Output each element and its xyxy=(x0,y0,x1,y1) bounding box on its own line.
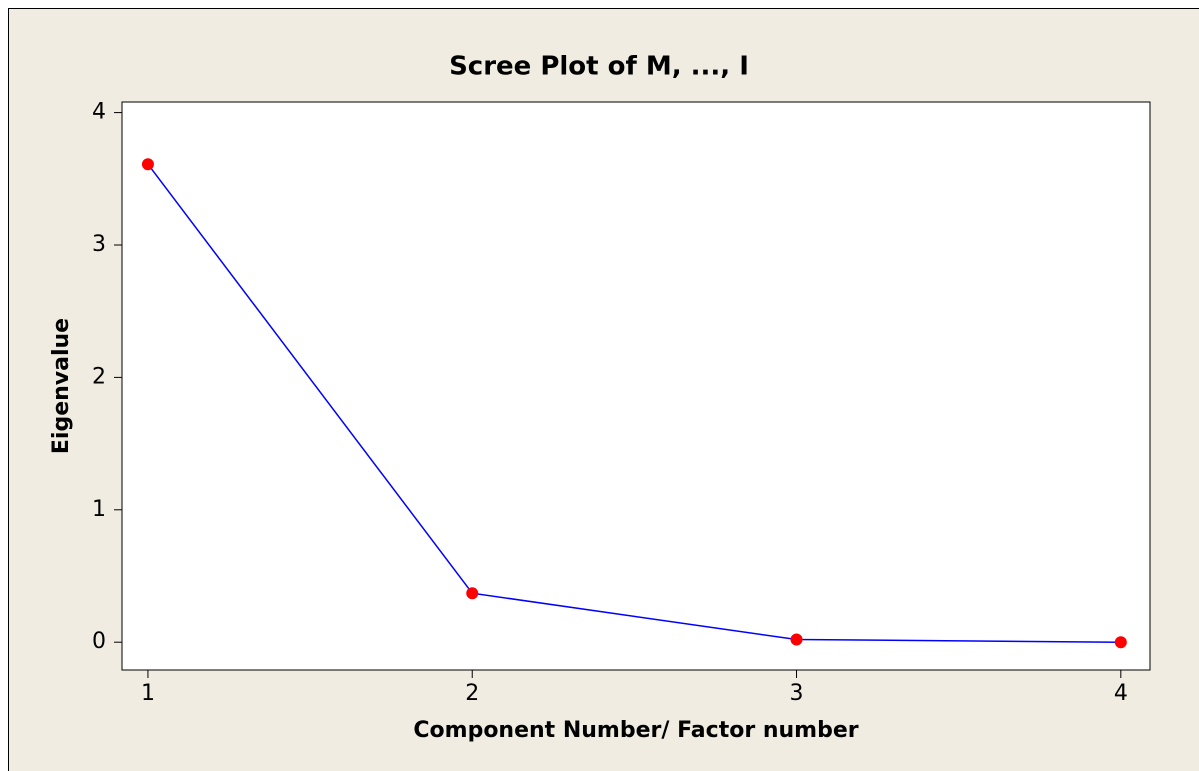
series-line xyxy=(147,163,1121,643)
y-tick-label: 4 xyxy=(92,100,106,125)
x-axis-label: Component Number/ Factor number xyxy=(413,718,858,743)
x-tick-label: 2 xyxy=(465,681,479,706)
x-tick-label: 1 xyxy=(141,681,155,706)
data-point xyxy=(790,633,803,646)
x-tick-label: 4 xyxy=(1114,681,1128,706)
y-axis-label: Eigenvalue xyxy=(49,318,74,454)
data-point xyxy=(1114,636,1127,649)
y-tick-label: 3 xyxy=(92,232,106,257)
data-point xyxy=(466,587,479,600)
y-tick-label: 0 xyxy=(92,629,106,654)
y-tick-label: 2 xyxy=(92,364,106,389)
x-tick-label: 3 xyxy=(790,681,804,706)
chart-title: Scree Plot of M, ..., I xyxy=(449,52,749,82)
plot-area xyxy=(121,101,1151,671)
data-point xyxy=(141,158,154,171)
y-tick-label: 1 xyxy=(92,497,106,522)
